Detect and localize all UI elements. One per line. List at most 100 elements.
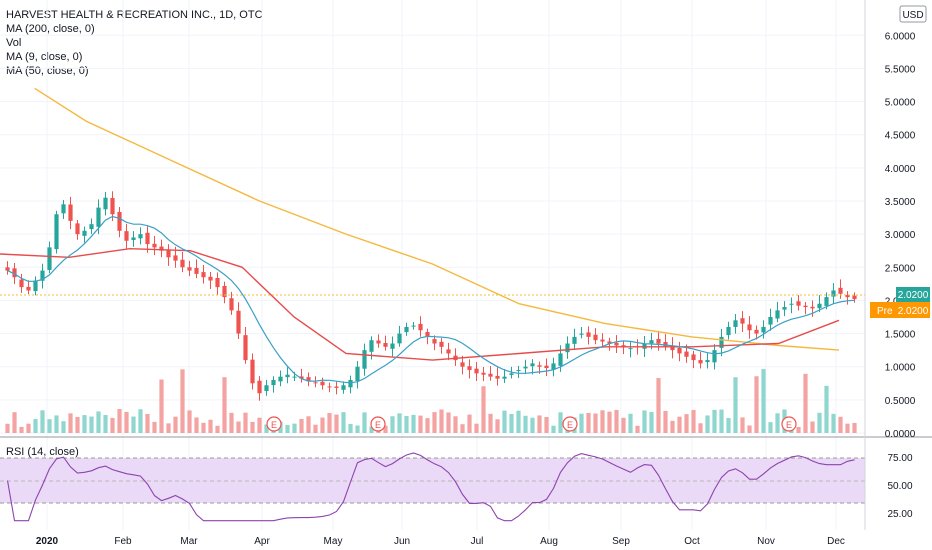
pre-value: 2.0200 <box>898 306 929 317</box>
time-tick: Sep <box>612 536 630 547</box>
candle-body <box>516 370 521 372</box>
candle-body <box>684 351 689 357</box>
candle-body <box>75 223 80 235</box>
volume-bar <box>103 414 108 433</box>
volume-bar <box>712 409 717 433</box>
legend-ma9[interactable]: MA (9, close, 0) <box>6 51 83 63</box>
candle-body <box>446 349 451 354</box>
volume-bar <box>824 385 829 433</box>
volume-bar <box>586 412 591 433</box>
volume-bar <box>47 419 52 433</box>
volume-bar <box>320 417 325 433</box>
candle-body <box>719 336 724 348</box>
volume-bar <box>544 416 549 433</box>
candle-body <box>404 326 409 333</box>
volume-bar <box>698 423 703 433</box>
time-tick: Dec <box>827 536 845 547</box>
candle-body <box>159 246 164 251</box>
candle-body <box>628 348 633 350</box>
candle-body <box>824 297 829 306</box>
candle-body <box>124 231 129 241</box>
candle-body <box>215 277 220 288</box>
candle-body <box>152 243 157 248</box>
volume-bar <box>75 416 80 433</box>
candle-body <box>89 224 94 230</box>
earnings-label: E <box>271 420 277 430</box>
volume-bar <box>551 425 556 433</box>
price-tick: 4.0000 <box>885 164 916 175</box>
grid <box>0 0 865 530</box>
legend-vol[interactable]: Vol <box>6 37 22 49</box>
volume-bar <box>537 415 542 433</box>
candle-body <box>740 318 745 324</box>
earnings-marker[interactable]: E <box>266 416 282 432</box>
volume-bar <box>432 412 437 433</box>
time-tick: Mar <box>180 536 198 547</box>
volume-bar <box>523 415 528 433</box>
earnings-marker[interactable]: E <box>370 416 386 432</box>
volume-bar <box>257 417 262 433</box>
candle-body <box>775 310 780 319</box>
time-tick: Oct <box>684 536 700 547</box>
candle-body <box>355 366 360 382</box>
earnings-marker[interactable]: E <box>562 416 578 432</box>
candle-body <box>40 270 45 281</box>
earnings-label: E <box>786 420 792 430</box>
candle-body <box>390 343 395 349</box>
volume-bar <box>299 418 304 433</box>
volume-bar <box>68 413 73 433</box>
volume-bar <box>327 413 332 433</box>
volume-bar <box>222 377 227 433</box>
candle-body <box>271 379 276 386</box>
volume-bar <box>397 413 402 433</box>
volume-bar <box>761 369 766 433</box>
candle-body <box>19 279 24 288</box>
price-tick: 5.0000 <box>885 98 916 109</box>
legend-ma200[interactable]: MA (200, close, 0) <box>6 23 95 35</box>
volume-bar <box>831 413 836 433</box>
volume-bar <box>26 423 31 433</box>
volume-bar <box>467 414 472 433</box>
volume-bar <box>453 416 458 433</box>
rsi-legend[interactable]: RSI (14, close) <box>6 446 79 458</box>
candle-body <box>5 267 10 271</box>
volume-bar <box>656 378 661 433</box>
candle-body <box>705 360 710 363</box>
volume-bar <box>117 409 122 433</box>
volume-bar <box>159 379 164 433</box>
volume-bar <box>719 409 724 433</box>
time-tick: 2020 <box>36 536 59 547</box>
volume-bar <box>418 415 423 433</box>
volume-bar <box>285 424 290 433</box>
volume-bar <box>264 424 269 433</box>
price-tick: 1.0000 <box>885 363 916 374</box>
candle-body <box>376 340 381 344</box>
price-tick: 6.0000 <box>885 31 916 42</box>
volume-bar <box>502 410 507 433</box>
candle-body <box>670 345 675 351</box>
candle-body <box>103 197 108 210</box>
earnings-marker[interactable]: E <box>781 416 797 432</box>
candle-body <box>61 204 66 214</box>
volume-bar <box>54 415 59 433</box>
volume-bar <box>208 419 213 433</box>
volume-bar <box>145 413 150 433</box>
volume-bar <box>82 415 87 433</box>
volume-bar <box>355 425 360 433</box>
currency-label: USD <box>899 5 927 23</box>
candle-body <box>509 373 514 375</box>
price-tick: 3.5000 <box>885 197 916 208</box>
candle-body <box>810 306 815 309</box>
candle-body <box>327 386 332 388</box>
candle-body <box>789 303 794 305</box>
candle-body <box>278 376 283 382</box>
volume-bar <box>215 425 220 433</box>
candle-body <box>299 376 304 379</box>
candle-body <box>313 382 318 384</box>
chart-legend: HARVEST HEALTH & RECREATION INC., 1D, OT… <box>6 8 263 78</box>
volume-bar <box>803 373 808 433</box>
candle-body <box>523 366 528 369</box>
volume-bar <box>607 411 612 433</box>
